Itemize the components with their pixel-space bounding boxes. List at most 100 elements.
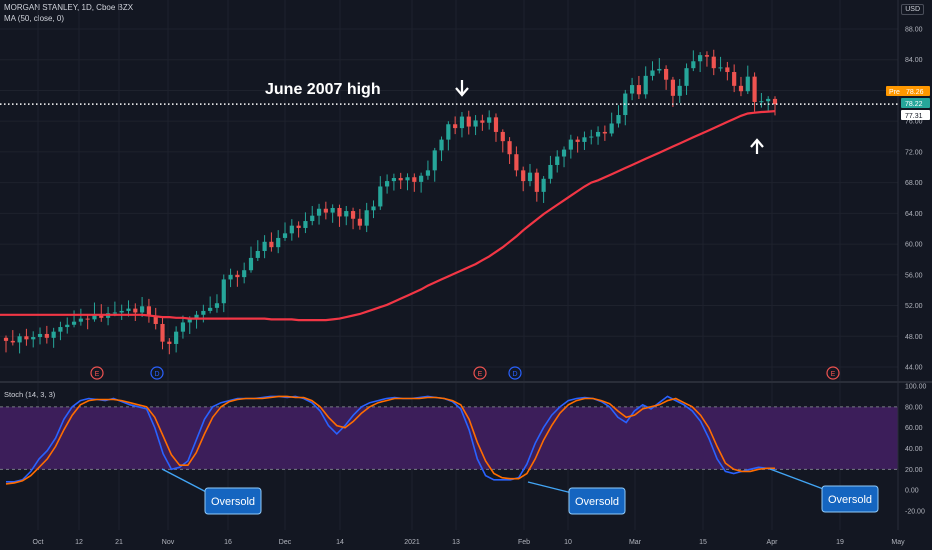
time-tick-label: 19 bbox=[836, 539, 844, 546]
price-axis: 88.0084.0080.0076.0072.0068.0064.0060.00… bbox=[905, 27, 923, 372]
ma-value: 77.31 bbox=[905, 113, 923, 120]
candle bbox=[316, 203, 322, 225]
candle bbox=[466, 110, 471, 135]
candle bbox=[534, 168, 539, 202]
price-tick-label: 52.00 bbox=[905, 303, 923, 310]
time-tick-label: 12 bbox=[75, 539, 83, 546]
candle bbox=[65, 317, 70, 334]
candle bbox=[385, 174, 390, 194]
candle bbox=[493, 113, 499, 142]
earnings-marker[interactable]: E bbox=[826, 366, 840, 380]
arrow-up-icon bbox=[750, 138, 764, 154]
pre-value: 78.26 bbox=[906, 89, 924, 96]
time-tick-label: Feb bbox=[518, 539, 530, 546]
candle bbox=[548, 155, 553, 184]
candle bbox=[194, 310, 199, 329]
earnings-marker[interactable]: E bbox=[90, 366, 104, 380]
candle bbox=[527, 163, 533, 187]
oversold-callout-2: Oversold bbox=[527, 481, 626, 515]
candle bbox=[595, 126, 601, 145]
candle bbox=[650, 61, 655, 81]
price-tick-label: 72.00 bbox=[905, 149, 923, 156]
time-tick-label: 21 bbox=[115, 539, 123, 546]
candle bbox=[425, 160, 431, 180]
dividend-marker[interactable]: D bbox=[150, 366, 164, 380]
price-tick-label: 44.00 bbox=[905, 365, 923, 372]
oversold-callout-1: Oversold bbox=[161, 468, 262, 515]
event-letter: E bbox=[831, 371, 836, 378]
candle bbox=[228, 268, 233, 288]
candle bbox=[71, 310, 77, 328]
candle bbox=[37, 327, 43, 345]
candle bbox=[201, 304, 206, 323]
candle bbox=[732, 64, 737, 93]
candle bbox=[51, 327, 56, 348]
candle bbox=[398, 172, 403, 190]
candle bbox=[58, 321, 63, 341]
candle bbox=[453, 116, 458, 135]
candle bbox=[446, 121, 451, 151]
dividend-marker[interactable]: D bbox=[508, 366, 522, 380]
candle bbox=[282, 222, 288, 241]
candle bbox=[480, 114, 485, 131]
time-tick-label: 13 bbox=[452, 539, 460, 546]
candle bbox=[269, 232, 274, 252]
oversold-label-3: Oversold bbox=[828, 494, 872, 506]
candle bbox=[432, 147, 437, 182]
time-tick-label: Nov bbox=[162, 539, 175, 546]
event-letter: E bbox=[95, 371, 100, 378]
candle bbox=[153, 307, 158, 330]
candle bbox=[371, 200, 376, 219]
candle bbox=[330, 204, 335, 223]
candle bbox=[105, 306, 111, 326]
candle bbox=[664, 65, 669, 90]
stoch-d-line bbox=[5, 395, 775, 485]
price-tick-label: 84.00 bbox=[905, 57, 923, 64]
candle bbox=[3, 335, 9, 353]
candle bbox=[296, 221, 301, 238]
time-tick-label: Dec bbox=[279, 539, 292, 546]
candle bbox=[684, 63, 689, 95]
stoch-k-line bbox=[6, 395, 776, 483]
pre-market-tag: Pre 78.26 bbox=[886, 86, 930, 96]
time-tick-label: May bbox=[891, 539, 905, 546]
candle bbox=[514, 146, 519, 177]
candle bbox=[582, 131, 587, 150]
time-tick-label: 14 bbox=[336, 539, 344, 546]
price-tick-label: 76.00 bbox=[905, 119, 923, 126]
candle bbox=[242, 262, 247, 284]
symbol-title: MORGAN STANLEY, 1D, Cboe BZX bbox=[4, 3, 134, 12]
candle bbox=[602, 125, 607, 141]
candle bbox=[214, 294, 220, 313]
candle bbox=[745, 65, 750, 95]
candle bbox=[419, 172, 424, 193]
stoch-legend: Stoch (14, 3, 3) bbox=[4, 390, 56, 399]
stoch-axis: 100.00 80.00 60.00 40.00 20.00 0.00 -20.00 bbox=[905, 384, 927, 516]
event-letter: D bbox=[154, 371, 159, 378]
candle bbox=[412, 173, 417, 192]
candle bbox=[643, 66, 648, 99]
candle bbox=[208, 296, 213, 314]
candle bbox=[589, 129, 594, 145]
candle bbox=[24, 328, 29, 346]
price-tick-label: 68.00 bbox=[905, 180, 923, 187]
candle bbox=[738, 76, 744, 97]
earnings-marker[interactable]: E bbox=[473, 366, 487, 380]
candle bbox=[473, 115, 478, 136]
time-tick-label: 16 bbox=[224, 539, 232, 546]
candle bbox=[718, 56, 723, 72]
candle bbox=[575, 136, 580, 153]
candle bbox=[670, 76, 676, 107]
candle bbox=[507, 137, 512, 164]
candle bbox=[99, 304, 104, 322]
ma50-line bbox=[0, 110, 776, 322]
oversold-callout-3: Oversold bbox=[769, 468, 879, 513]
candle bbox=[140, 296, 145, 317]
candle bbox=[459, 112, 465, 138]
candle bbox=[629, 77, 635, 101]
candle bbox=[636, 75, 641, 100]
currency-badge[interactable]: USD bbox=[901, 4, 924, 15]
candle bbox=[174, 326, 179, 353]
